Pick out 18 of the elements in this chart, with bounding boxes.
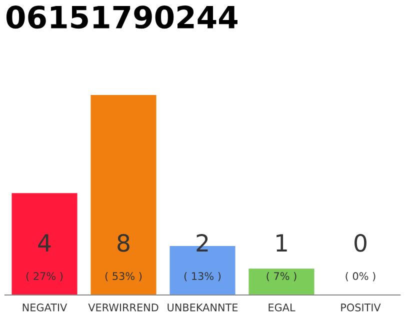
chart-title: 06151790244 — [6, 6, 238, 29]
annotation: 4 — [38, 234, 51, 252]
x-tick-label: POSITIV — [341, 304, 381, 312]
x-tick-label: VERWIRREND — [88, 304, 158, 312]
bar — [248, 268, 314, 295]
data-label: ( 0% ) — [346, 272, 376, 282]
x-tick-label: EGAL — [268, 304, 296, 312]
x-tick-label: NEGATIV — [22, 304, 68, 312]
data-label: ( 53% ) — [105, 272, 142, 282]
annotation: 8 — [118, 234, 130, 252]
x-tick-label: UNBEKANNTE — [168, 304, 238, 312]
bar — [12, 193, 78, 295]
data-label: ( 27% ) — [26, 272, 63, 282]
data-label: ( 13% ) — [184, 272, 221, 282]
bar — [90, 95, 156, 295]
annotation: 0 — [354, 234, 366, 252]
annotation: 1 — [276, 234, 287, 252]
data-label: ( 7% ) — [266, 272, 296, 282]
